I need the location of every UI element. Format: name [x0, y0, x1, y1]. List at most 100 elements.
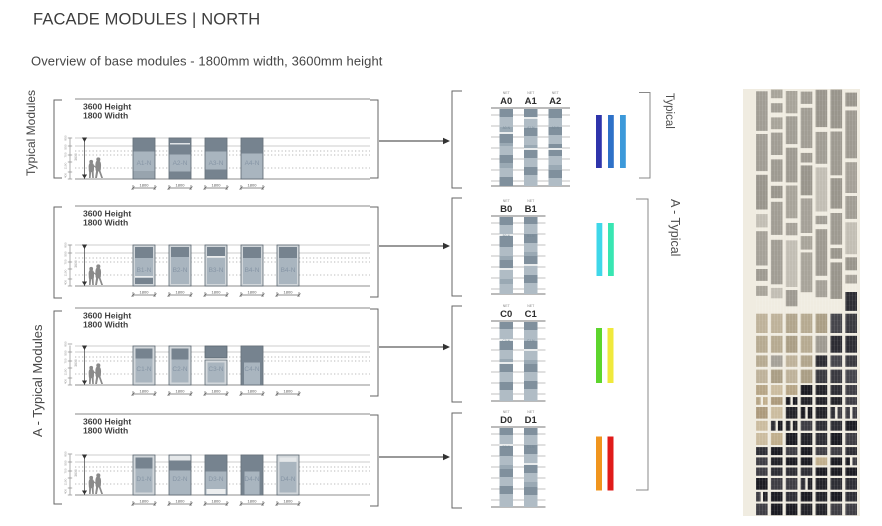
svg-text:C1-N: C1-N	[527, 339, 535, 343]
svg-text:550: 550	[64, 144, 68, 149]
svg-text:1800: 1800	[248, 290, 258, 295]
svg-text:A3-N: A3-N	[209, 160, 224, 167]
svg-text:A - Typical: A - Typical	[668, 199, 682, 256]
svg-text:C0-N: C0-N	[503, 339, 511, 343]
svg-text:550: 550	[64, 460, 68, 465]
svg-text:A1-N: A1-N	[137, 160, 152, 167]
svg-text:A - Typical Modules: A - Typical Modules	[30, 324, 45, 437]
svg-text:1800: 1800	[284, 389, 294, 394]
svg-text:D3-N: D3-N	[208, 476, 223, 483]
svg-text:1800 Width: 1800 Width	[83, 111, 128, 121]
svg-text:1800: 1800	[140, 183, 150, 188]
svg-text:3600: 3600	[74, 469, 78, 477]
svg-text:Overview of base modules - 180: Overview of base modules - 1800mm width,…	[31, 54, 383, 69]
svg-text:NET: NET	[527, 91, 535, 95]
svg-text:3600: 3600	[74, 260, 78, 268]
svg-text:NET: NET	[503, 304, 511, 308]
svg-text:A1-N: A1-N	[527, 126, 535, 130]
svg-text:C2-N: C2-N	[172, 366, 187, 373]
svg-text:1800: 1800	[140, 389, 150, 394]
svg-text:700: 700	[64, 468, 68, 473]
svg-text:1800: 1800	[212, 499, 222, 504]
svg-text:A0: A0	[500, 96, 512, 107]
svg-text:NET: NET	[503, 199, 511, 203]
svg-text:NET: NET	[527, 199, 535, 203]
svg-text:A2: A2	[549, 96, 561, 107]
svg-text:NET: NET	[527, 304, 535, 308]
svg-text:D1-N: D1-N	[136, 476, 151, 483]
svg-text:A4-N: A4-N	[245, 160, 260, 167]
svg-text:B1-N: B1-N	[527, 234, 535, 238]
svg-text:B1-N: B1-N	[137, 267, 152, 274]
svg-text:1800: 1800	[176, 499, 186, 504]
svg-text:D0: D0	[500, 415, 512, 426]
svg-text:400: 400	[64, 280, 68, 285]
svg-text:850: 850	[64, 242, 68, 247]
svg-text:3600 Height: 3600 Height	[83, 102, 131, 112]
svg-text:NET: NET	[527, 410, 535, 414]
svg-text:B3-N: B3-N	[209, 267, 224, 274]
svg-text:B0-N: B0-N	[503, 234, 511, 238]
svg-text:1800: 1800	[212, 183, 222, 188]
svg-text:1800 Width: 1800 Width	[83, 218, 128, 228]
svg-text:400: 400	[64, 173, 68, 178]
svg-text:D0-N: D0-N	[503, 445, 511, 449]
svg-text:FACADE MODULES | NORTH: FACADE MODULES | NORTH	[33, 11, 260, 29]
svg-text:550: 550	[64, 251, 68, 256]
svg-text:A1: A1	[525, 96, 538, 107]
svg-text:D1-N: D1-N	[527, 445, 535, 449]
svg-text:C4-N: C4-N	[244, 366, 259, 373]
svg-text:3600 Height: 3600 Height	[83, 417, 131, 427]
svg-text:NET: NET	[503, 91, 511, 95]
svg-text:700: 700	[64, 152, 68, 157]
svg-text:3600: 3600	[74, 359, 78, 367]
svg-text:3600 Height: 3600 Height	[83, 311, 131, 321]
svg-text:B1: B1	[525, 204, 538, 215]
svg-text:A2-N: A2-N	[552, 126, 560, 130]
svg-text:1100: 1100	[64, 269, 68, 276]
svg-text:D4-N: D4-N	[244, 476, 259, 483]
svg-text:B2-N: B2-N	[173, 267, 188, 274]
svg-text:1800: 1800	[248, 183, 258, 188]
svg-text:1800: 1800	[248, 499, 258, 504]
svg-text:D1: D1	[525, 415, 538, 426]
svg-text:B4-N: B4-N	[281, 267, 296, 274]
svg-text:Typical: Typical	[663, 93, 675, 129]
svg-text:1800: 1800	[284, 499, 294, 504]
svg-text:1800: 1800	[140, 290, 150, 295]
svg-text:1100: 1100	[64, 368, 68, 375]
svg-text:C1-N: C1-N	[136, 366, 151, 373]
svg-text:1800: 1800	[176, 290, 186, 295]
svg-text:1800: 1800	[176, 389, 186, 394]
svg-text:700: 700	[64, 358, 68, 363]
svg-text:1800: 1800	[212, 389, 222, 394]
svg-text:D4-N: D4-N	[280, 476, 295, 483]
svg-text:NET: NET	[503, 410, 511, 414]
svg-text:C1: C1	[525, 309, 538, 320]
svg-text:700: 700	[64, 259, 68, 264]
svg-text:1100: 1100	[64, 478, 68, 485]
svg-text:1800: 1800	[284, 290, 294, 295]
svg-text:1800: 1800	[140, 499, 150, 504]
svg-text:C3-N: C3-N	[208, 366, 223, 373]
svg-text:A0-N: A0-N	[503, 126, 511, 130]
svg-text:D2-N: D2-N	[172, 476, 187, 483]
svg-text:1800 Width: 1800 Width	[83, 426, 128, 436]
svg-text:550: 550	[64, 350, 68, 355]
svg-text:1800: 1800	[212, 290, 222, 295]
svg-text:1800: 1800	[248, 389, 258, 394]
svg-text:B0: B0	[500, 204, 512, 215]
svg-text:C0: C0	[500, 309, 512, 320]
svg-text:Typical Modules: Typical Modules	[24, 90, 38, 176]
svg-text:B4-N: B4-N	[245, 267, 260, 274]
svg-text:A2-N: A2-N	[173, 160, 188, 167]
svg-text:3600 Height: 3600 Height	[83, 209, 131, 219]
svg-text:850: 850	[64, 451, 68, 456]
svg-text:850: 850	[64, 341, 68, 346]
svg-text:NET: NET	[552, 91, 560, 95]
svg-text:1100: 1100	[64, 162, 68, 169]
svg-text:3600: 3600	[74, 153, 78, 161]
svg-text:1800: 1800	[176, 183, 186, 188]
svg-text:1800 Width: 1800 Width	[83, 320, 128, 330]
svg-text:400: 400	[64, 379, 68, 384]
